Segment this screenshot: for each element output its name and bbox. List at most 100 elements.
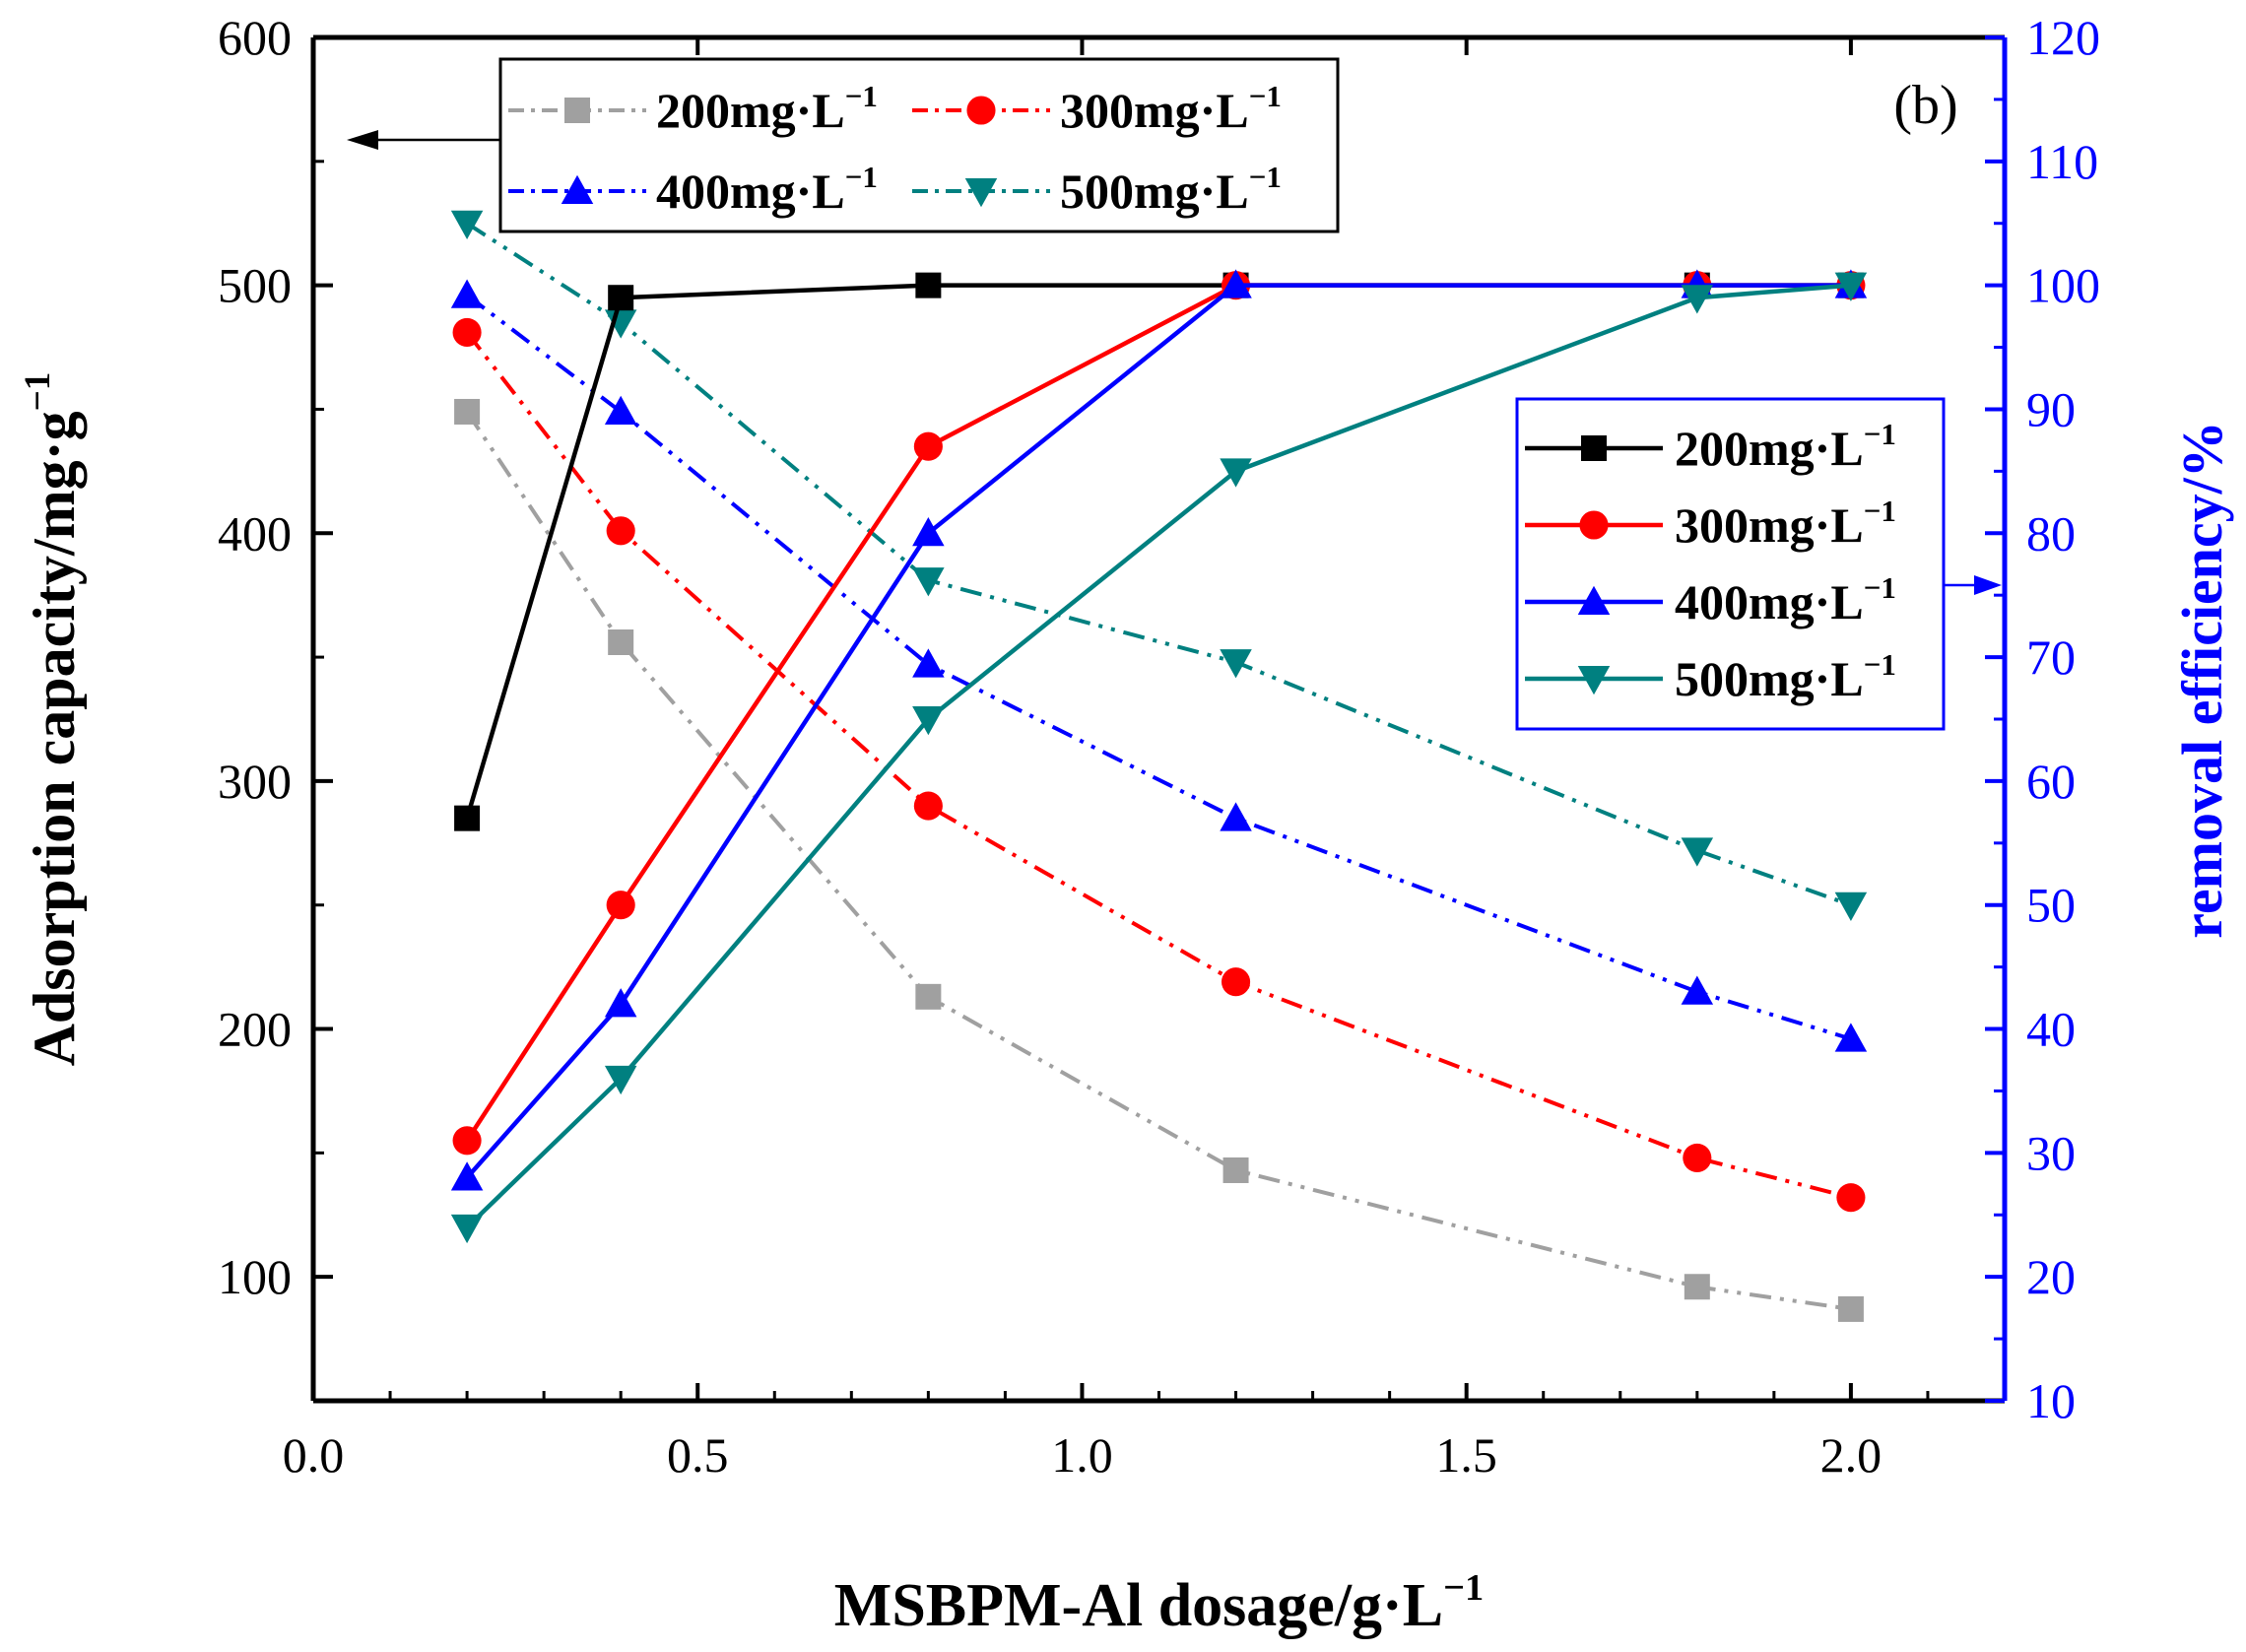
- y-right-tick-label-9: 100: [2026, 258, 2100, 313]
- y-right-tick-label-6: 70: [2026, 629, 2076, 685]
- y-left-tick-label-5: 600: [218, 10, 292, 65]
- capacity-legend-label-2: 400mg·L−1: [656, 160, 878, 219]
- removal-series-group: [450, 269, 1868, 1244]
- removal-point-0-0: [454, 805, 481, 831]
- removal-legend-label-1-main: 300mg·L: [1675, 497, 1864, 553]
- capacity-series-group: [450, 210, 1868, 1322]
- x-axis-label: MSBPM-Al dosage/g·L−1: [834, 1567, 1484, 1639]
- x-axis-label-main: MSBPM-Al dosage/g·L: [834, 1572, 1443, 1639]
- capacity-point-1-3: [1221, 967, 1251, 997]
- capacity-point-2-4: [1681, 975, 1714, 1005]
- capacity-legend-label-0: 200mg·L−1: [656, 79, 878, 138]
- removal-point-1-1: [606, 891, 635, 920]
- capacity-point-1-1: [606, 516, 635, 546]
- removal-legend-label-2: 400mg·L−1: [1675, 570, 1896, 629]
- capacity-legend-marker-3: [964, 178, 998, 208]
- y-right-tick-label-11: 120: [2026, 10, 2100, 65]
- axes-group: 0.0 0.5 1.0 1.5 2.0 100 200 300 400 500 600 10 20 30 4…: [218, 10, 2100, 1483]
- y-left-axis-label-main: Adsorption capacity/mg·g: [22, 411, 87, 1066]
- capacity-legend-label-0-sup: −1: [845, 79, 878, 113]
- capacity-legend-label-3: 500mg·L−1: [1060, 160, 1282, 219]
- removal-point-2-3: [1220, 269, 1252, 298]
- y-left-tick-label-1: 200: [218, 1002, 292, 1057]
- y-right-tick-label-1: 20: [2026, 1249, 2076, 1304]
- capacity-point-0-1: [608, 628, 634, 655]
- y-right-tick-label-3: 40: [2026, 1002, 2076, 1057]
- x-tick-label-1: 0.5: [667, 1427, 729, 1483]
- removal-point-2-0: [450, 1161, 484, 1191]
- capacity-legend-label-1: 300mg·L−1: [1060, 79, 1282, 138]
- removal-point-3-5: [1834, 272, 1868, 301]
- removal-legend-label-0-sup: −1: [1864, 417, 1896, 451]
- y-right-tick-label-10: 110: [2026, 134, 2098, 189]
- removal-legend-label-3-sup: −1: [1864, 647, 1896, 682]
- capacity-point-0-0: [454, 398, 481, 425]
- capacity-point-3-2: [912, 567, 945, 597]
- removal-point-3-3: [1220, 458, 1252, 488]
- removal-point-2-1: [604, 988, 637, 1018]
- capacity-point-2-0: [450, 279, 484, 308]
- capacity-point-3-1: [604, 309, 637, 339]
- x-tick-label-0: 0.0: [283, 1427, 345, 1483]
- removal-legend-arrow-head: [1974, 575, 2002, 595]
- removal-line-2: [465, 283, 1851, 1180]
- removal-legend-marker-3: [1577, 666, 1611, 695]
- capacity-legend-label-2-main: 400mg·L: [656, 164, 845, 219]
- capacity-point-0-5: [1837, 1295, 1864, 1322]
- removal-legend-label-2-sup: −1: [1864, 570, 1896, 605]
- capacity-point-0-3: [1222, 1156, 1249, 1183]
- removal-point-3-0: [450, 1214, 484, 1244]
- capacity-line-2: [465, 294, 1852, 1041]
- y-right-tick-label-7: 80: [2026, 505, 2076, 561]
- removal-legend-marker-0: [1581, 435, 1607, 461]
- y-left-tick-label-4: 500: [218, 258, 292, 313]
- capacity-legend-marker-1: [966, 96, 996, 125]
- capacity-point-3-5: [1834, 892, 1868, 921]
- removal-point-1-2: [913, 431, 943, 461]
- y-right-axis-label: removal efficiency/%: [2170, 421, 2234, 939]
- removal-legend-label-3-main: 500mg·L: [1675, 651, 1864, 706]
- y-left-tick-label-0: 100: [218, 1249, 292, 1304]
- capacity-point-2-1: [604, 395, 637, 425]
- capacity-legend-label-0-main: 200mg·L: [656, 83, 845, 138]
- y-right-tick-label-0: 10: [2026, 1373, 2076, 1428]
- capacity-point-2-2: [912, 648, 945, 678]
- capacity-point-3-0: [450, 210, 484, 239]
- removal-line-3: [465, 283, 1852, 1229]
- removal-legend-label-0: 200mg·L−1: [1675, 417, 1896, 476]
- removal-legend-label-0-main: 200mg·L: [1675, 421, 1864, 476]
- removal-legend-label-1: 300mg·L−1: [1675, 494, 1896, 553]
- x-tick-label-2: 1.0: [1051, 1427, 1113, 1483]
- capacity-legend-label-1-main: 300mg·L: [1060, 83, 1249, 138]
- removal-point-0-2: [915, 272, 942, 298]
- removal-point-3-2: [912, 706, 945, 736]
- capacity-line-3: [466, 222, 1852, 907]
- capacity-legend-marker-2: [561, 174, 594, 204]
- x-axis-label-sup: −1: [1443, 1567, 1484, 1609]
- removal-point-3-1: [604, 1065, 637, 1095]
- x-tick-label-4: 2.0: [1820, 1427, 1883, 1483]
- capacity-point-1-5: [1836, 1183, 1866, 1213]
- x-tick-label-3: 1.5: [1435, 1427, 1497, 1483]
- removal-point-1-0: [452, 1126, 482, 1156]
- y-left-axis-label: Adsorption capacity/mg·g−1: [18, 372, 87, 1067]
- removal-point-0-1: [608, 285, 634, 311]
- removal-legend-label-1-sup: −1: [1864, 494, 1896, 528]
- capacity-point-1-4: [1683, 1143, 1712, 1172]
- y-right-tick-label-5: 60: [2026, 754, 2076, 809]
- panel-label: (b): [1893, 75, 1957, 136]
- capacity-line-0: [465, 410, 1852, 1311]
- capacity-point-1-2: [913, 791, 943, 821]
- y-left-tick-label-2: 300: [218, 754, 292, 809]
- capacity-point-0-2: [915, 983, 942, 1010]
- removal-point-3-4: [1681, 285, 1714, 314]
- capacity-point-2-3: [1220, 802, 1252, 831]
- removal-legend-label-3: 500mg·L−1: [1675, 647, 1896, 706]
- capacity-legend-arrow-head: [347, 130, 378, 150]
- removal-point-2-2: [912, 517, 945, 547]
- capacity-legend-label-3-sup: −1: [1249, 160, 1282, 194]
- y-left-tick-label-3: 400: [218, 505, 292, 561]
